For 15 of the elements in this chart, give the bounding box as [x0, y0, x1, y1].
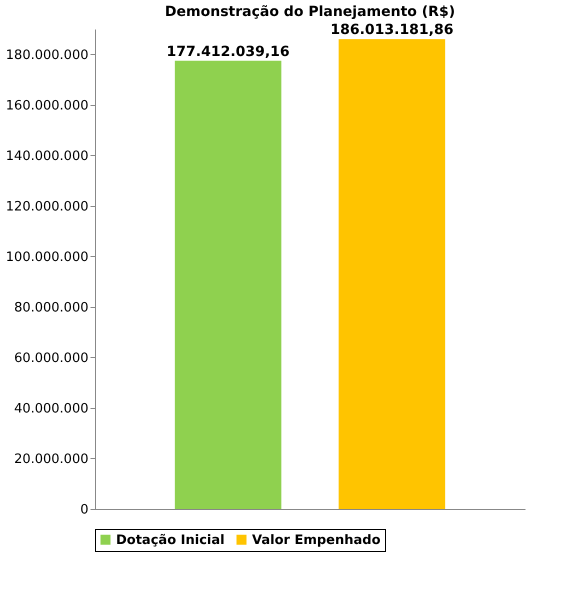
y-tick-label: 100.000.000 [6, 250, 88, 265]
y-tick-label: 80.000.000 [14, 300, 88, 316]
y-tick-label: 40.000.000 [14, 401, 88, 416]
data-label: 186.013.181,86 [330, 22, 454, 38]
y-tick-label: 160.000.000 [6, 98, 88, 114]
y-tick-label: 60.000.000 [14, 350, 88, 366]
y-tick-label: 140.000.000 [6, 148, 88, 164]
chart-title: Demonstração do Planejamento (R$) [164, 4, 456, 20]
y-tick-label: 20.000.000 [14, 452, 88, 467]
legend-label: Valor Empenhado [252, 532, 381, 548]
y-tick-label: 120.000.000 [6, 199, 88, 214]
data-label: 177.412.039,16 [166, 44, 290, 60]
y-tick-label: 180.000.000 [6, 48, 88, 63]
y-tick-label: 0 [80, 502, 88, 518]
legend-label: Dotação Inicial [116, 532, 225, 548]
